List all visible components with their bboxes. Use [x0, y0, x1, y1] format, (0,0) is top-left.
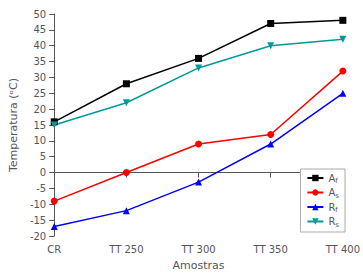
svg-text:-20: -20	[30, 231, 46, 242]
svg-text:R: R	[328, 216, 335, 227]
svg-text:TT 350: TT 350	[253, 244, 288, 255]
svg-text:A: A	[328, 172, 336, 184]
svg-text:s: s	[335, 221, 339, 229]
svg-text:TT 250: TT 250	[108, 244, 143, 255]
svg-text:45: 45	[33, 24, 46, 35]
svg-text:-5: -5	[36, 183, 46, 194]
svg-text:40: 40	[33, 40, 46, 51]
svg-text:30: 30	[33, 72, 46, 83]
svg-text:-15: -15	[30, 215, 46, 226]
svg-text:15: 15	[33, 120, 46, 131]
svg-text:0: 0	[40, 167, 46, 178]
svg-text:20: 20	[33, 104, 46, 115]
svg-text:f: f	[335, 206, 338, 214]
svg-text:Amostras: Amostras	[173, 259, 225, 272]
svg-text:10: 10	[33, 135, 46, 146]
svg-text:TT 400: TT 400	[325, 244, 360, 255]
svg-text:35: 35	[33, 56, 46, 67]
svg-text:-10: -10	[30, 199, 46, 210]
svg-text:Temperatura (ᵒC): Temperatura (ᵒC)	[7, 78, 20, 173]
svg-text:5: 5	[40, 151, 46, 162]
svg-text:25: 25	[33, 88, 46, 99]
svg-text:50: 50	[33, 9, 46, 20]
svg-text:A: A	[328, 187, 336, 198]
svg-text:TT 300: TT 300	[180, 244, 215, 255]
svg-text:s: s	[335, 192, 339, 200]
svg-text:f: f	[335, 177, 338, 185]
svg-text:R: R	[328, 202, 335, 213]
svg-text:CR: CR	[47, 244, 61, 255]
